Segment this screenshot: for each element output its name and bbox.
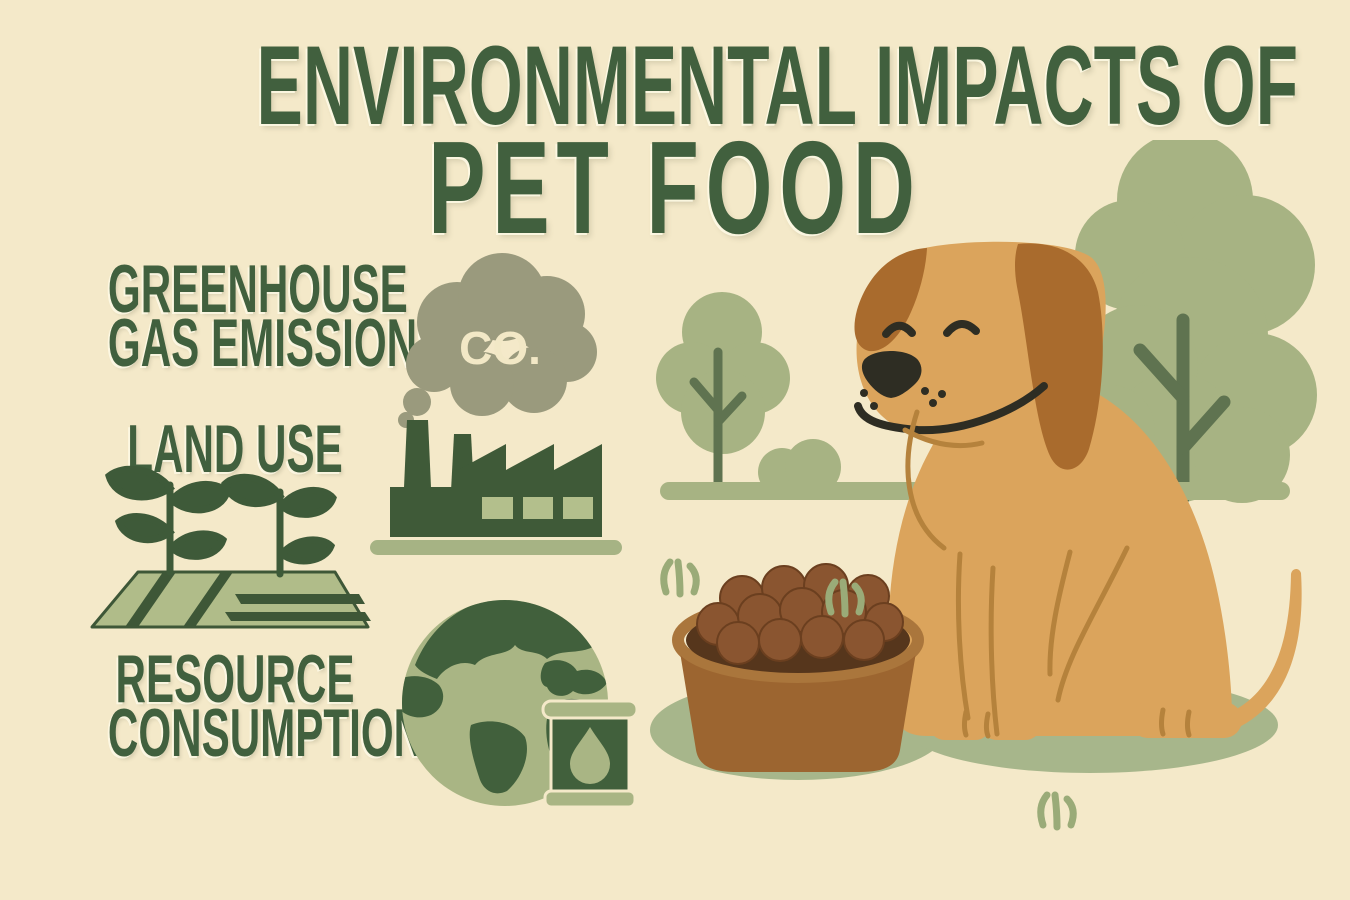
dog-ear-left xyxy=(854,248,927,352)
label-greenhouse-line1: GREENHOUSE xyxy=(107,251,408,327)
label-resource-line2: CONSUMPTION xyxy=(107,695,425,771)
sprout-right xyxy=(221,473,337,578)
co2-text: CO. xyxy=(459,322,541,374)
dog-body xyxy=(888,377,1232,736)
page-title-line1: ENVIRONMENTAL IMPACTS OF xyxy=(256,23,1299,148)
dog-front-paw-left xyxy=(928,706,992,740)
dog-illustration xyxy=(854,241,1302,740)
factory-icon xyxy=(390,420,602,537)
factory-emissions-icon: CO. xyxy=(370,253,622,555)
dog-smile xyxy=(854,382,1048,435)
sprout-left xyxy=(105,465,231,576)
field-furrows xyxy=(125,572,371,627)
smoke-cloud-icon xyxy=(398,253,597,428)
resource-consumption-icon xyxy=(402,600,639,809)
dog-whisker-dots xyxy=(860,387,946,410)
grass-tuft xyxy=(660,558,700,598)
dog-nose xyxy=(861,351,922,398)
factory-windows xyxy=(482,497,593,519)
label-greenhouse-line2: GAS EMISSIONS xyxy=(107,305,446,381)
land-use-icon xyxy=(90,465,371,629)
dog-scene xyxy=(650,140,1317,831)
page-title-line2: PET FOOD xyxy=(428,114,922,261)
grass-tuft xyxy=(825,578,865,618)
dog-eye-right xyxy=(943,320,980,337)
small-tree-icon xyxy=(656,292,790,490)
factory-ground-bar xyxy=(370,540,622,555)
grass-tufts xyxy=(660,558,1077,831)
dog-food-bowl xyxy=(672,563,924,772)
label-greenhouse-gas-emissions: GREENHOUSE GAS EMISSIONS xyxy=(107,251,446,381)
label-resource-line1: RESOURCE xyxy=(115,641,355,717)
dog-face xyxy=(854,320,1048,435)
grass-tuft xyxy=(1037,791,1077,831)
kibble-pile xyxy=(696,563,904,665)
dog-contour-lines xyxy=(902,409,1192,739)
oil-barrel-icon xyxy=(541,699,639,809)
bowl-front-rim-highlight xyxy=(673,639,923,683)
dog-ear-right xyxy=(1015,243,1103,470)
oil-drop-icon xyxy=(570,727,610,784)
dog-eye-left xyxy=(882,321,916,338)
label-resource-consumption: RESOURCE CONSUMPTION xyxy=(107,641,425,771)
label-land-use: LAND USE xyxy=(127,411,343,487)
